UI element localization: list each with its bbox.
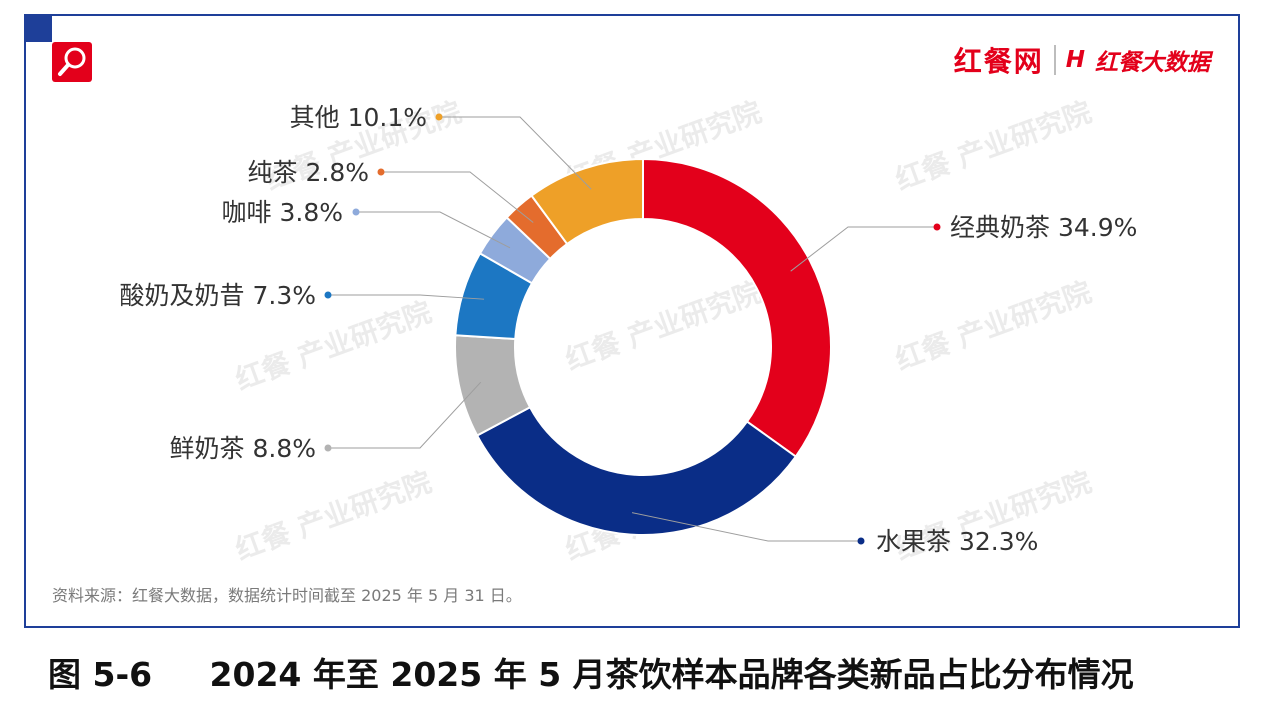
brand-logo: 红餐网 H 红餐大数据 <box>954 40 1210 80</box>
leader-line-3 <box>328 294 485 300</box>
brand-logo-mark: H <box>1065 47 1085 73</box>
watermark-0: 红餐 产业研究院 <box>231 295 436 396</box>
slices <box>454 157 832 536</box>
leader-line-4 <box>356 211 511 249</box>
slice-label-6: 其他 10.1% <box>290 103 427 132</box>
slice-label-2: 鲜奶茶 8.8% <box>170 434 316 463</box>
brand-sub-name: 红餐大数据 <box>1095 50 1210 76</box>
slice-label-1: 水果茶 32.3% <box>876 527 1038 556</box>
corner-accent <box>24 14 52 42</box>
leader-line-1 <box>631 512 861 542</box>
slice-6 <box>530 157 644 246</box>
watermark-4: 红餐 产业研究院 <box>891 95 1096 196</box>
label-dot-4 <box>352 208 360 216</box>
slice-label-4: 咖啡 3.8% <box>222 198 343 227</box>
watermark-5: 红餐 产业研究院 <box>231 465 436 566</box>
slice-1 <box>475 405 798 536</box>
slice-label-0: 经典奶茶 34.9% <box>950 213 1137 242</box>
search-icon <box>52 42 92 82</box>
label-dot-0 <box>933 223 941 231</box>
leader-line-6 <box>439 116 592 190</box>
brand-name: 红餐网 <box>953 45 1044 78</box>
watermark-1: 红餐 产业研究院 <box>561 275 766 376</box>
watermark-2: 红餐 产业研究院 <box>891 275 1096 376</box>
leader-lines <box>328 116 937 542</box>
leader-line-2 <box>328 381 482 449</box>
slice-0 <box>642 157 832 458</box>
leader-line-0 <box>790 226 937 272</box>
label-dot-1 <box>857 537 865 545</box>
label-dot-3 <box>324 291 332 299</box>
leader-line-5 <box>381 171 534 223</box>
slice-label-5: 纯茶 2.8% <box>248 158 369 187</box>
label-dot-2 <box>324 444 332 452</box>
figure-caption: 图 5-6 2024 年至 2025 年 5 月茶饮样本品牌各类新品占比分布情况 <box>48 655 1134 694</box>
brand-divider <box>1053 45 1056 75</box>
label-dot-6 <box>435 113 443 121</box>
slice-labels: 经典奶茶 34.9% 水果茶 32.3% 鲜奶茶 8.8% 酸奶及奶昔 7.3% 咖啡 … <box>120 103 1138 556</box>
slice-label-3: 酸奶及奶昔 7.3% <box>120 281 316 310</box>
label-dot-5 <box>377 168 385 176</box>
source-note: 资料来源：红餐大数据，数据统计时间截至 2025 年 5 月 31 日。 <box>52 586 522 605</box>
